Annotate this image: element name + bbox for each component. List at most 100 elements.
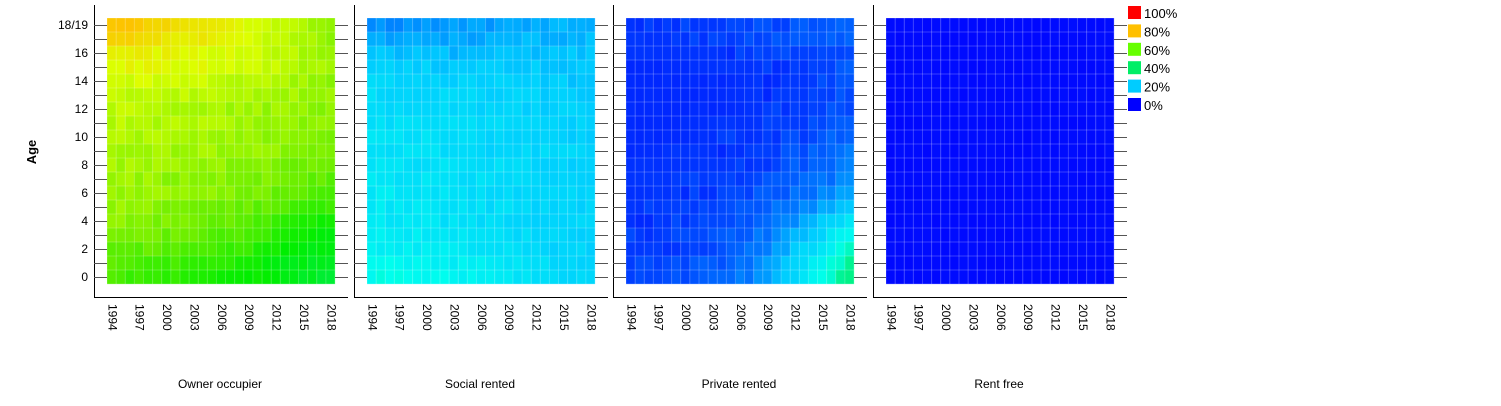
heat-cell — [439, 256, 450, 271]
heat-cell — [808, 74, 818, 89]
heat-cell — [134, 102, 144, 117]
heat-cell — [325, 130, 336, 145]
heat-cell — [826, 130, 836, 145]
heat-cell — [576, 214, 586, 229]
heat-cell — [271, 74, 281, 89]
heat-cell — [635, 172, 645, 187]
heat-cell — [886, 130, 896, 145]
heat-cell — [243, 256, 254, 271]
heat-cell — [817, 102, 827, 117]
heat-cell — [653, 60, 663, 75]
heat-cell — [698, 130, 709, 145]
heat-cell — [549, 116, 559, 131]
heat-cell — [1104, 200, 1115, 215]
heat-cell — [1050, 18, 1060, 33]
heat-cell — [170, 74, 181, 89]
heat-cell — [977, 102, 987, 117]
heat-cell — [225, 186, 235, 201]
heat-cell — [125, 228, 135, 243]
heat-cell — [726, 144, 736, 159]
heat-cell — [826, 228, 836, 243]
heat-cell — [549, 256, 559, 271]
heat-cell — [262, 74, 272, 89]
heat-cell — [531, 256, 541, 271]
heat-cell — [225, 116, 235, 131]
heat-cell — [968, 228, 978, 243]
heat-cell — [430, 200, 441, 215]
heat-cell — [1022, 60, 1033, 75]
heat-cell — [1068, 18, 1078, 33]
heat-cell — [125, 186, 135, 201]
heat-cell — [817, 228, 827, 243]
heat-cell — [467, 256, 477, 271]
heat-cell — [1031, 144, 1042, 159]
heat-cell — [485, 186, 495, 201]
heat-cell — [1068, 214, 1078, 229]
heat-cell — [635, 116, 645, 131]
heat-cell — [271, 242, 281, 257]
heat-cell — [376, 256, 386, 271]
heat-cell — [799, 116, 809, 131]
heat-cell — [771, 88, 782, 103]
heat-cell — [904, 270, 914, 285]
heat-cell — [325, 256, 336, 271]
heat-cell — [430, 186, 441, 201]
heat-cell — [771, 158, 782, 173]
heat-cell — [558, 130, 568, 145]
heat-cell — [107, 144, 117, 159]
heat-cell — [189, 242, 199, 257]
heat-cell — [762, 256, 773, 271]
heat-cell — [1077, 88, 1087, 103]
heat-cell — [808, 242, 818, 257]
heat-cell — [503, 18, 514, 33]
heat-cell — [439, 242, 450, 257]
heat-cell — [1104, 158, 1115, 173]
heat-cell — [886, 46, 896, 61]
heat-cell — [298, 242, 308, 257]
heat-cell — [1041, 88, 1051, 103]
heat-cell — [116, 130, 126, 145]
heat-cell — [835, 158, 845, 173]
heat-cell — [1022, 116, 1033, 131]
heat-cell — [744, 116, 754, 131]
heat-cell — [1050, 116, 1060, 131]
heat-cell — [949, 46, 960, 61]
heat-cell — [439, 60, 450, 75]
heat-cell — [835, 214, 845, 229]
heat-cell — [289, 172, 299, 187]
heat-cell — [549, 186, 559, 201]
heat-cell — [708, 242, 718, 257]
heat-cell — [940, 256, 950, 271]
heat-cell — [977, 270, 987, 285]
heat-cell — [826, 116, 836, 131]
legend-label: 20% — [1144, 80, 1170, 95]
heat-cell — [940, 144, 950, 159]
heat-cell — [485, 144, 495, 159]
heat-cell — [799, 60, 809, 75]
heat-cell — [394, 18, 404, 33]
heat-cell — [107, 74, 117, 89]
heat-cell — [394, 242, 404, 257]
heat-cell — [949, 130, 960, 145]
heat-cell — [735, 242, 745, 257]
heat-cell — [412, 102, 422, 117]
heat-cell — [698, 144, 709, 159]
heat-cell — [216, 214, 226, 229]
heat-cell — [439, 102, 450, 117]
heat-cell — [698, 228, 709, 243]
heat-cell — [289, 242, 299, 257]
heat-cell — [1050, 60, 1060, 75]
heat-cell — [271, 46, 281, 61]
heat-cell — [421, 158, 431, 173]
heat-cell — [116, 242, 126, 257]
heat-cell — [576, 158, 586, 173]
heat-cell — [385, 46, 395, 61]
heat-cell — [307, 242, 317, 257]
heat-cell — [753, 102, 763, 117]
panel-title: Private rented — [702, 377, 777, 391]
heat-cell — [430, 18, 441, 33]
heat-cell — [280, 32, 290, 47]
heat-cell — [298, 270, 308, 285]
heat-cell — [1050, 130, 1060, 145]
heat-cell — [1031, 18, 1042, 33]
